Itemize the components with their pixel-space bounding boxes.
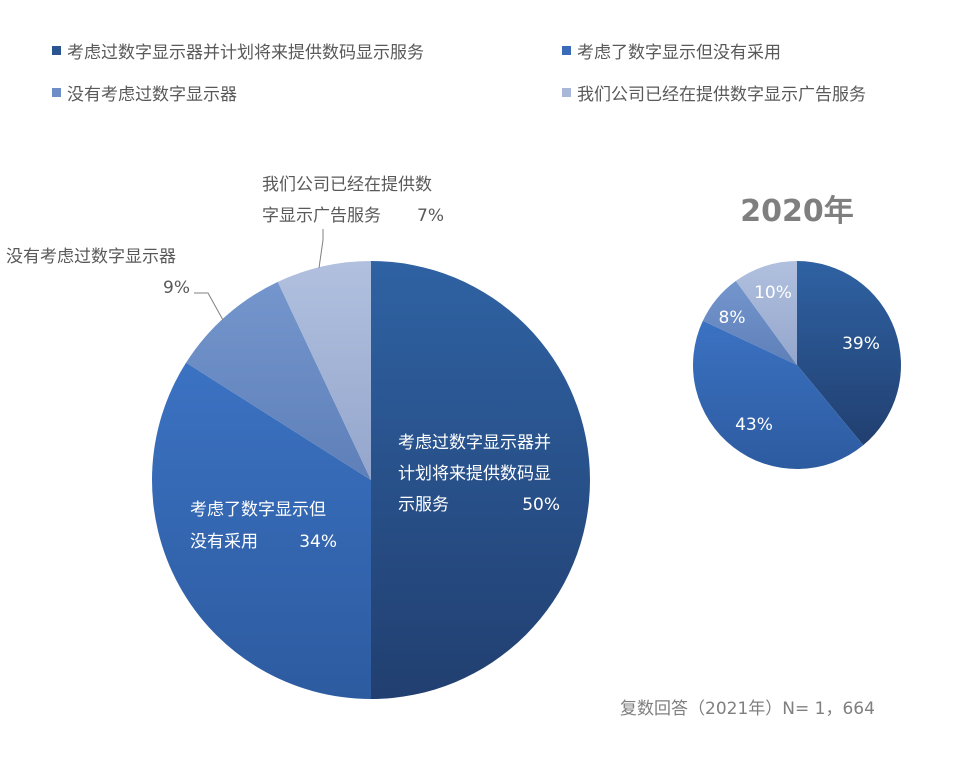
- legend-label: 没有考虑过数字显示器: [67, 85, 237, 105]
- slice-label: 示服务: [398, 495, 449, 515]
- slice-label: 没有考虑过数字显示器: [6, 247, 176, 267]
- slice-value: 50%: [522, 495, 560, 515]
- leader-line: [318, 229, 324, 269]
- slice-value: 10%: [754, 283, 792, 303]
- pie-slice: [693, 320, 864, 470]
- legend-item: 考虑了数字显示但没有采用: [562, 38, 781, 63]
- slice-label: 计划将来提供数码显: [398, 464, 551, 484]
- legend-swatch: [52, 88, 61, 97]
- pie-slice: [797, 261, 902, 446]
- pie-slice: [702, 280, 797, 365]
- slice-value: 34%: [299, 532, 337, 552]
- legend-item: 没有考虑过数字显示器: [52, 80, 237, 105]
- legend-item: 考虑过数字显示器并计划将来提供数码显示服务: [52, 38, 424, 63]
- slice-value: 9%: [163, 278, 190, 298]
- slice-value: 39%: [842, 334, 880, 354]
- legend-swatch: [52, 46, 61, 55]
- legend-item: 我们公司已经在提供数字显示广告服务: [562, 80, 866, 105]
- footnote: 复数回答（2021年）N= 1，664: [620, 699, 875, 719]
- pie-slice: [371, 261, 590, 699]
- chart-title: 2020年: [740, 194, 854, 229]
- leader-line: [194, 292, 224, 321]
- slice-label: 字显示广告服务: [262, 206, 381, 226]
- slice-label: 我们公司已经在提供数: [262, 175, 432, 195]
- legend-swatch: [562, 46, 571, 55]
- pie-slice: [735, 261, 797, 365]
- slice-label: 考虑过数字显示器并: [398, 433, 551, 453]
- pie-slice: [186, 281, 371, 480]
- slice-label: 考虑了数字显示但: [190, 500, 326, 520]
- legend-swatch: [562, 88, 571, 97]
- legend-label: 考虑了数字显示但没有采用: [577, 43, 781, 63]
- legend-label: 考虑过数字显示器并计划将来提供数码显示服务: [67, 43, 424, 63]
- pie-2021: 考虑过数字显示器并计划将来提供数码显示服务 50% 考虑了数字显示但没有采用 34% 没…: [6, 175, 590, 699]
- pie-slice: [152, 362, 371, 699]
- pie-slice: [277, 261, 371, 480]
- slice-value: 8%: [719, 308, 746, 328]
- slice-value: 7%: [417, 206, 444, 226]
- legend-label: 我们公司已经在提供数字显示广告服务: [577, 85, 866, 105]
- slice-label: 没有采用: [190, 532, 258, 552]
- slice-value: 43%: [735, 415, 773, 435]
- pie-2020: 2020年 39% 43% 8% 10%: [693, 194, 902, 470]
- legend: 考虑过数字显示器并计划将来提供数码显示服务 考虑了数字显示但没有采用 没有考虑过…: [0, 0, 974, 120]
